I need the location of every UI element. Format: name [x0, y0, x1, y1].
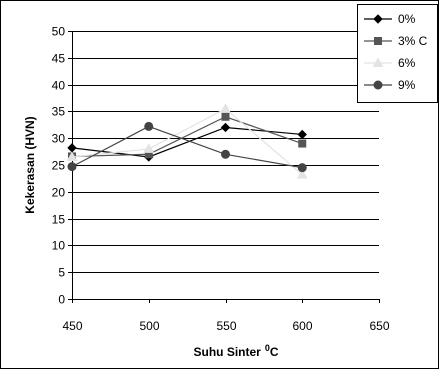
- y-tick-label-6: 30: [52, 132, 66, 146]
- point-2-0: [66, 151, 78, 161]
- y-tick-label-1: 5: [58, 266, 65, 280]
- x-axis-title: Suhu Sinter 0C: [193, 343, 278, 359]
- x-tick-label-4: 650: [369, 319, 389, 333]
- point-3-0: [67, 162, 77, 172]
- y-tick-label-0: 0: [58, 293, 65, 307]
- y-tick-labels: 0 5 10 15 20 25 30 35 40 45 50: [52, 25, 66, 307]
- series-line-3: [71, 125, 303, 169]
- x-tick-label-2: 550: [216, 319, 236, 333]
- x-axis-title-main: Suhu Sinter: [193, 345, 261, 359]
- legend-label-1: 3% C: [398, 34, 428, 48]
- x-axis-title-unit: C: [270, 345, 279, 359]
- x-axis-title-sup: 0: [265, 343, 270, 353]
- axes: [68, 31, 380, 303]
- y-tick-label-8: 40: [52, 79, 66, 93]
- legend: 0% 3% C 6% 9%: [357, 4, 438, 103]
- x-tick-label-3: 600: [292, 319, 312, 333]
- point-0-2: [220, 122, 231, 133]
- x-tick-label-1: 500: [139, 319, 159, 333]
- grid-lines: [72, 31, 379, 300]
- legend-marker-0: [373, 14, 383, 24]
- series-group: [66, 103, 308, 179]
- legend-marker-1: [374, 37, 382, 45]
- point-2-1: [143, 143, 155, 153]
- legend-marker-2: [372, 57, 384, 67]
- legend-label-3: 9%: [398, 78, 416, 92]
- point-3-1: [144, 121, 154, 131]
- point-1-2: [221, 112, 230, 121]
- x-tick-label-0: 450: [62, 319, 82, 333]
- series-line-2: [71, 107, 303, 176]
- legend-label-0: 0%: [398, 12, 416, 26]
- legend-box: [357, 4, 438, 103]
- point-1-3: [298, 139, 307, 148]
- y-tick-label-7: 35: [52, 105, 66, 119]
- legend-marker-3: [373, 80, 383, 90]
- point-3-3: [297, 163, 307, 173]
- y-tick-label-10: 50: [52, 25, 66, 39]
- point-2-3: [296, 169, 308, 179]
- y-tick-label-2: 10: [52, 239, 66, 253]
- y-tick-label-4: 20: [52, 186, 66, 200]
- series-line-1: [71, 116, 303, 158]
- point-3-2: [221, 149, 230, 159]
- x-tick-labels: 450 500 550 600 650: [62, 319, 389, 333]
- y-tick-label-9: 45: [52, 52, 66, 66]
- point-2-2: [220, 103, 231, 113]
- point-0-0: [67, 143, 77, 153]
- y-tick-label-3: 15: [52, 213, 66, 227]
- legend-label-2: 6%: [398, 56, 416, 70]
- y-axis-title: Kekerasan (HVN): [23, 116, 37, 213]
- y-tick-label-5: 25: [52, 159, 66, 173]
- point-0-3: [297, 129, 307, 140]
